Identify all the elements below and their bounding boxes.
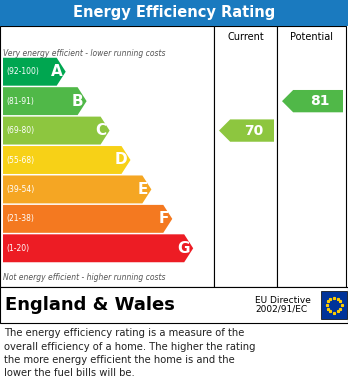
Polygon shape (3, 176, 151, 203)
Text: Not energy efficient - higher running costs: Not energy efficient - higher running co… (3, 273, 166, 282)
Bar (0, 26, 214, 287)
Text: (55-68): (55-68) (6, 156, 34, 165)
Polygon shape (3, 205, 172, 233)
Text: EU Directive: EU Directive (255, 296, 311, 305)
Text: Very energy efficient - lower running costs: Very energy efficient - lower running co… (3, 49, 166, 58)
Text: (92-100): (92-100) (6, 67, 39, 76)
Text: (1-20): (1-20) (6, 244, 29, 253)
Text: E: E (138, 182, 148, 197)
Text: B: B (72, 93, 84, 109)
Text: D: D (115, 152, 127, 167)
Bar (321, 291, 347, 319)
Text: (39-54): (39-54) (6, 185, 34, 194)
Text: F: F (159, 212, 169, 226)
Polygon shape (219, 119, 274, 142)
Polygon shape (3, 117, 110, 145)
Text: 81: 81 (310, 94, 330, 108)
Bar (0, 0, 348, 26)
Text: overall efficiency of a home. The higher the rating: overall efficiency of a home. The higher… (4, 341, 255, 352)
Text: England & Wales: England & Wales (5, 296, 175, 314)
Text: G: G (178, 241, 190, 256)
Text: lower the fuel bills will be.: lower the fuel bills will be. (4, 368, 135, 378)
Text: Current: Current (227, 32, 264, 42)
Text: (21-38): (21-38) (6, 214, 34, 223)
Polygon shape (3, 58, 66, 86)
Polygon shape (282, 90, 343, 112)
Text: (69-80): (69-80) (6, 126, 34, 135)
Text: 2002/91/EC: 2002/91/EC (255, 305, 307, 314)
Text: the more energy efficient the home is and the: the more energy efficient the home is an… (4, 355, 235, 365)
Text: 70: 70 (244, 124, 264, 138)
Bar (0, 287, 348, 323)
Text: The energy efficiency rating is a measure of the: The energy efficiency rating is a measur… (4, 328, 244, 338)
Text: A: A (51, 64, 63, 79)
Text: Potential: Potential (290, 32, 333, 42)
Text: C: C (95, 123, 106, 138)
Text: (81-91): (81-91) (6, 97, 34, 106)
Polygon shape (3, 146, 130, 174)
Polygon shape (3, 234, 193, 262)
Bar (277, 26, 346, 287)
Polygon shape (3, 87, 87, 115)
Text: Energy Efficiency Rating: Energy Efficiency Rating (73, 5, 275, 20)
Bar (214, 26, 277, 287)
